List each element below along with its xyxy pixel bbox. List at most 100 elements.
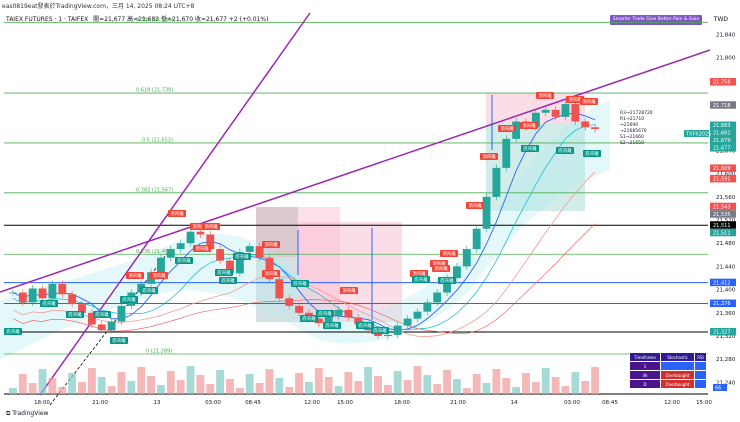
table-header: Timeframe [628,352,662,362]
volume-bar [235,388,244,394]
time-axis[interactable]: 18:00 21:00 13 03:00 08:45 12:00 15:00 18:00 21:… [34,400,712,406]
volume-bar [423,375,432,394]
badge-label: 頂背離 [482,153,496,160]
volume-bar [206,384,215,394]
table-cell [693,361,708,371]
badge-label: 底背離 [177,257,191,264]
volume-bar [28,383,37,394]
table-cell: D [628,379,662,389]
trendline-long [0,49,711,293]
badge-bg [466,202,484,209]
badge-bg [4,328,22,335]
candle-body [97,324,106,331]
candle-body [403,318,412,326]
candle-body [541,109,550,113]
volume-bar [305,382,313,394]
x-tick-label: 12:00 [664,400,680,406]
badge-bg [126,272,144,279]
volume-bar [245,374,254,394]
candle-body [591,127,599,130]
badge-label: 底背離 [6,328,20,335]
candle-body [571,104,580,122]
badge-bg [371,327,389,334]
badge-bg [193,245,211,252]
bottom-signal-badge: 底背離 [323,322,341,329]
badge-bg [323,322,341,329]
candle-body [581,121,590,128]
last-value-bg [713,384,727,391]
badge-label: 頂背離 [204,223,218,230]
volume-bar [453,379,461,394]
top-signal-badge: 頂背離 [580,98,598,105]
price-box [710,121,736,130]
volume-bar [482,383,491,394]
top-signal-badge: 頂背離 [440,250,458,257]
volume-bar [551,377,560,394]
badge-label: 頂背離 [264,270,278,277]
badge-label: 頂背離 [170,210,184,217]
badge-bg [215,269,233,276]
badge-bg [521,145,539,152]
price-box-label: 21,376 [713,301,731,307]
volume-bar [472,374,481,394]
fib-label: 0 (21,289) [146,348,172,354]
top-signal-badge: 頂背離 [150,272,168,279]
volume-bar [265,369,274,394]
volume-bar [275,378,284,394]
candle-body [492,167,501,197]
badge-label: 頂背離 [412,270,426,277]
candle-body [206,234,215,250]
bottom-signal-badge: 底背離 [556,147,574,154]
indicator-title[interactable]: Smarter Trade Give Better Pain & Gain [610,15,702,25]
volume-bar [107,386,116,394]
price-box-label: 21,677 [713,146,731,152]
pivot-labels: R3→21728720R1→21710→21690→21685670S1→216… [620,110,653,146]
bottom-signal-badge: 底背離 [583,150,601,157]
price-box-label: 21,681 [713,131,731,137]
ohlc-values: 開=21,677 高=21,682 低=21,670 收=21,677 +2 (… [93,16,269,23]
badge-label: 底背離 [142,287,156,294]
candle-body [531,112,540,128]
price-box [710,174,736,183]
price-box [710,210,736,218]
bottom-signal-badge: 底背離 [215,269,233,276]
volume-bar [18,374,27,394]
fib-label: 0.382 (21,567) [136,187,173,193]
volume-bars [9,366,599,394]
badge-bg [583,150,601,157]
top-signal-badge: 頂背離 [168,210,186,217]
bottom-signal-badge: 底背離 [316,310,334,317]
y-tick-label: 21,520 [716,218,736,224]
candle-body [48,283,57,299]
publish-info: eas0819eat發表於TradingView.com，三月 14, 2025… [2,3,195,10]
price-box [710,327,736,336]
tradingview-logo[interactable]: ⧉ TradingView [6,410,48,418]
x-tick-label: 12:00 [304,400,320,406]
badge-bg [356,322,374,329]
badge-bg [175,257,193,264]
pivot-label: R1→21710 [620,116,644,122]
badge-bg [480,153,498,160]
badge-label: 頂背離 [582,98,596,105]
badge-label: 底背離 [112,337,126,344]
badge-label: 底背離 [221,277,235,284]
price-box-label: 21,609 [713,166,731,172]
symbol-name: TAIEX FUTURES · 1 · TAIFEX [6,16,89,23]
volume-bar [383,385,392,394]
badge-label: 頂背離 [538,92,552,99]
volume-bar [364,367,373,394]
badge-label: 底背離 [293,280,307,287]
volume-bar [443,370,451,394]
bottom-signal-badge: 底背離 [175,257,193,264]
candle-body [295,305,303,313]
y-tick-label: 21,360 [716,311,736,317]
candle-body [502,138,511,168]
badge-bg [40,300,58,307]
badge-label: 底背離 [235,253,249,260]
y-tick-label: 21,280 [716,357,736,363]
volume-bar [216,370,225,394]
price-box [710,101,736,109]
volume-bar [295,373,303,394]
fib-label: 0.618 (21,739) [136,88,173,94]
